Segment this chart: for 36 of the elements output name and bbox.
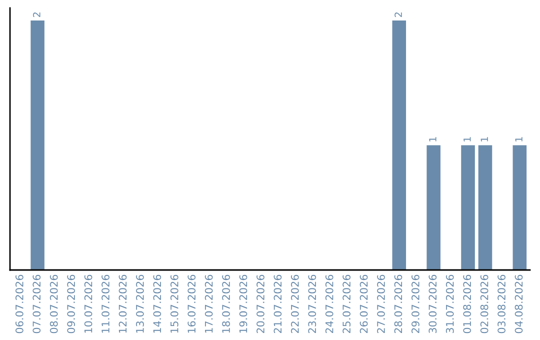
x-tick-label: 12.07.2026 xyxy=(118,274,127,333)
x-tick-label: 06.07.2026 xyxy=(15,274,24,334)
x-tick-label: 19.07.2026 xyxy=(239,274,248,333)
x-tick-label: 13.07.2026 xyxy=(136,274,144,333)
data-label: 2 xyxy=(33,12,40,17)
data-label: 1 xyxy=(464,137,471,142)
x-tick-label: 29.07.2026 xyxy=(412,274,420,334)
x-tick-label: 15.07.2026 xyxy=(170,274,178,333)
data-label: 2 xyxy=(394,12,402,17)
x-tick-label: 18.07.2026 xyxy=(222,274,230,333)
x-tick-label: 26.07.2026 xyxy=(360,274,368,334)
x-tick-label: 11.07.2026 xyxy=(102,274,110,333)
x-tick-label: 23.07.2026 xyxy=(308,274,316,334)
x-tick-label: 24.07.2026 xyxy=(325,274,334,334)
x-tick-label: 17.07.2026 xyxy=(204,274,213,333)
x-tick-label: 08.07.2026 xyxy=(50,274,58,334)
x-tick-label: 14.07.2026 xyxy=(153,274,162,333)
data-label: 1 xyxy=(515,137,522,142)
x-tick-label: 21.07.2026 xyxy=(274,274,282,334)
x-tick-label: 25.07.2026 xyxy=(342,274,351,334)
x-tick-label: 27.07.2026 xyxy=(377,274,385,334)
x-tick-label: 20.07.2026 xyxy=(256,274,264,334)
x-tick-label: 04.08.2026 xyxy=(514,274,523,334)
x-tick-label: 22.07.2026 xyxy=(290,274,299,334)
x-tick-label: 30.07.2026 xyxy=(428,274,437,334)
x-tick-label: 01.08.2026 xyxy=(463,274,472,334)
data-label: 1 xyxy=(480,137,488,142)
x-tick-label: 31.07.2026 xyxy=(446,274,454,334)
x-tick-label: 03.08.2026 xyxy=(498,274,506,334)
x-tick-label: 28.07.2026 xyxy=(394,274,402,334)
x-tick-label: 07.07.2026 xyxy=(32,274,41,334)
x-tick-label: 10.07.2026 xyxy=(84,274,92,333)
x-tick-label: 16.07.2026 xyxy=(188,274,196,333)
data-label: 1 xyxy=(429,137,436,142)
x-tick-label: 09.07.2026 xyxy=(67,274,76,334)
x-tick-label: 02.08.2026 xyxy=(480,274,488,334)
